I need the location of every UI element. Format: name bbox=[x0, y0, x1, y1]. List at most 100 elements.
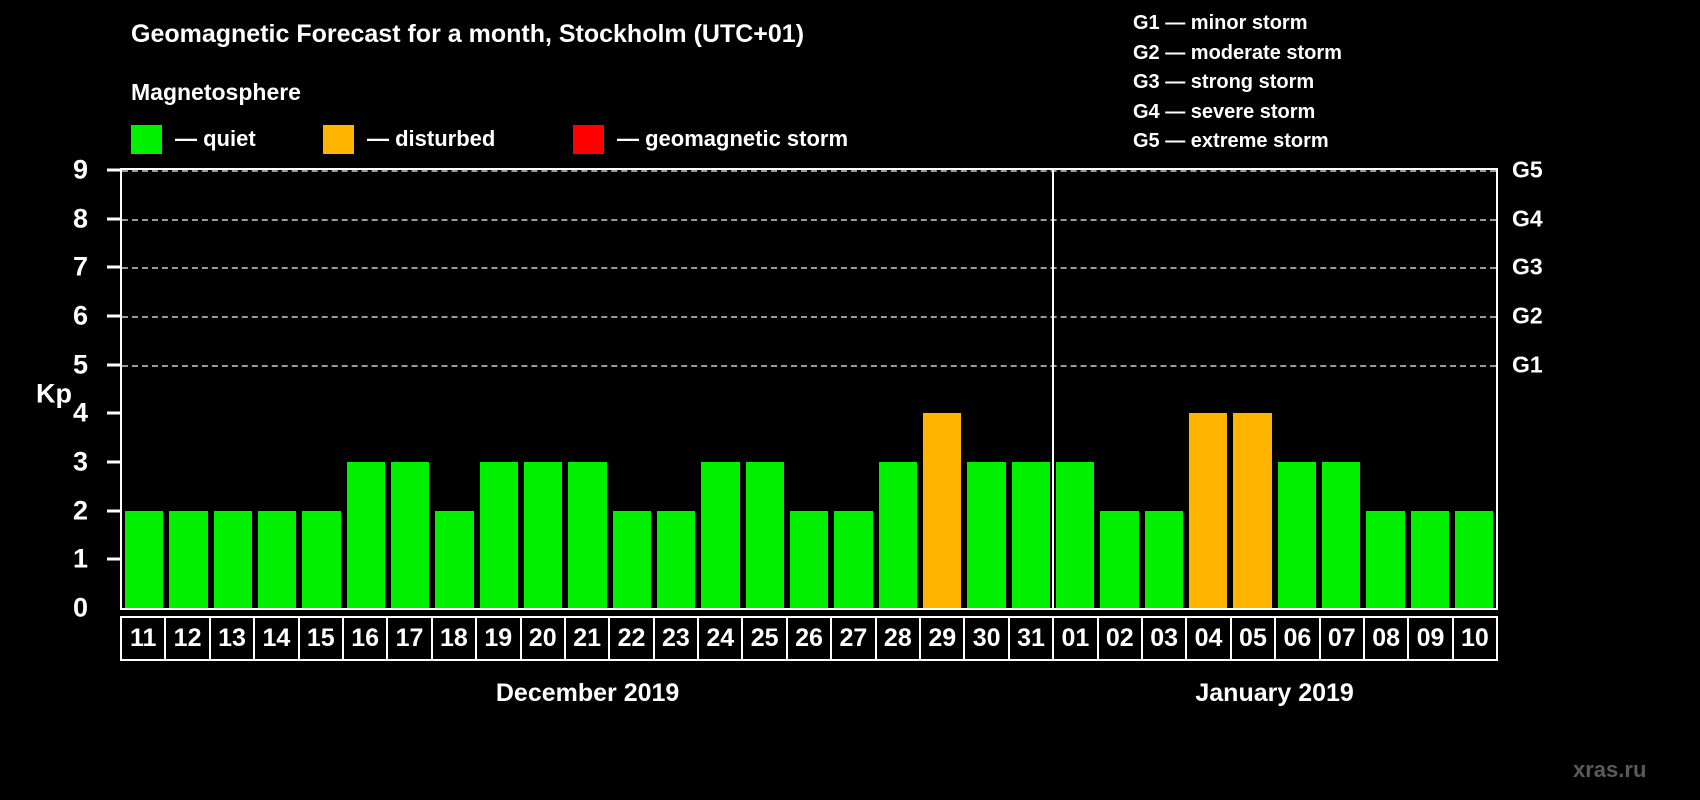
day-label-text: 29 bbox=[928, 624, 957, 652]
y-tick-label-6: 6 bbox=[72, 300, 88, 331]
gridline-kp-8 bbox=[122, 218, 1496, 221]
y-tick-mark-2 bbox=[107, 509, 120, 513]
legend-label: — geomagnetic storm bbox=[617, 126, 849, 151]
bar-cell bbox=[1142, 170, 1186, 608]
y-tick-mark-1 bbox=[107, 557, 120, 561]
day-label-text: 21 bbox=[573, 624, 601, 652]
g-tick-label-g5: G5 bbox=[1512, 156, 1543, 183]
bar-day-20 bbox=[523, 462, 563, 608]
bar-day-17 bbox=[390, 462, 430, 608]
day-label-text: 05 bbox=[1239, 624, 1267, 652]
bar-day-25 bbox=[745, 462, 784, 608]
legend-label: — disturbed bbox=[367, 126, 496, 151]
day-label-text: 12 bbox=[173, 624, 202, 652]
y-tick-label-2: 2 bbox=[72, 495, 88, 526]
bar-cell bbox=[787, 170, 831, 608]
y-tick-label-4: 4 bbox=[72, 397, 88, 428]
bar-day-14 bbox=[257, 510, 297, 608]
month-divider bbox=[1051, 170, 1054, 608]
day-label-cell-24: 24 bbox=[697, 616, 744, 661]
day-label-text: 06 bbox=[1283, 624, 1312, 652]
bar-cell bbox=[255, 170, 299, 608]
bar-day-18 bbox=[435, 510, 474, 608]
bar-cell bbox=[211, 170, 255, 608]
day-label-text: 08 bbox=[1372, 624, 1401, 652]
bar-cell bbox=[698, 170, 742, 608]
bar-cell bbox=[432, 170, 476, 608]
bar-day-15 bbox=[302, 510, 341, 608]
day-label-cell-10: 10 bbox=[1451, 616, 1499, 661]
bar-cell bbox=[964, 170, 1008, 608]
bar-day-09 bbox=[1410, 510, 1449, 608]
day-label-cell-22: 22 bbox=[608, 616, 655, 661]
bar-series bbox=[122, 170, 1496, 608]
bar-day-30 bbox=[967, 462, 1006, 608]
day-label-cell-25: 25 bbox=[741, 616, 788, 661]
bar-day-29 bbox=[922, 413, 962, 608]
day-label-text: 02 bbox=[1105, 624, 1134, 652]
plot-inner bbox=[122, 170, 1496, 608]
day-label-cell-06: 06 bbox=[1274, 616, 1321, 661]
day-label-cell-01: 01 bbox=[1052, 616, 1099, 661]
day-label-cell-09: 09 bbox=[1407, 616, 1454, 661]
day-label-text: 03 bbox=[1150, 624, 1179, 652]
gridline-kp-9 bbox=[122, 170, 1496, 172]
bar-cell bbox=[1097, 170, 1141, 608]
day-label-text: 14 bbox=[262, 624, 291, 652]
bar-cell bbox=[1009, 170, 1053, 608]
bar-day-27 bbox=[834, 510, 873, 608]
day-label-cell-17: 17 bbox=[386, 616, 433, 661]
day-label-text: 20 bbox=[528, 624, 557, 652]
g-scale-legend: G1 — minor storm G2 — moderate storm G3 — … bbox=[1133, 9, 1342, 157]
day-label-cell-29: 29 bbox=[919, 616, 966, 661]
bar-day-06 bbox=[1277, 462, 1316, 608]
bar-day-21 bbox=[568, 462, 607, 608]
y-tick-mark-9 bbox=[107, 168, 120, 172]
day-label-cell-07: 07 bbox=[1318, 616, 1365, 661]
bar-cell bbox=[521, 170, 565, 608]
day-label-cell-26: 26 bbox=[785, 616, 833, 661]
bar-day-05 bbox=[1233, 413, 1272, 608]
day-label-cell-08: 08 bbox=[1362, 616, 1410, 661]
y-tick-mark-4 bbox=[107, 411, 120, 415]
day-label-cell-16: 16 bbox=[341, 616, 389, 661]
bar-cell bbox=[831, 170, 875, 608]
day-label-text: 18 bbox=[440, 624, 468, 652]
watermark: xras.ru bbox=[1573, 757, 1647, 782]
day-label-cell-03: 03 bbox=[1140, 616, 1188, 661]
day-label-cell-20: 20 bbox=[519, 616, 566, 661]
gridline-kp-7 bbox=[122, 267, 1496, 270]
y-tick-label-0: 0 bbox=[72, 592, 88, 623]
g-scale-row-2: G2 — moderate storm bbox=[1133, 41, 1342, 64]
legend-label: — quiet bbox=[175, 126, 256, 151]
x-axis-day-labels: 11 12 13 14 15 16 17 18 19 20 21 22 23 24 25 26 27 28 29 30… bbox=[120, 616, 1499, 661]
bar-cell bbox=[388, 170, 432, 608]
bar-day-19 bbox=[479, 462, 518, 608]
bar-cell bbox=[1452, 170, 1496, 608]
y-tick-mark-5 bbox=[107, 363, 120, 367]
day-label-cell-12: 12 bbox=[164, 616, 211, 661]
bar-cell bbox=[1408, 170, 1452, 608]
day-label-cell-19: 19 bbox=[475, 616, 522, 661]
bar-day-22 bbox=[612, 510, 651, 608]
bar-day-11 bbox=[125, 510, 164, 608]
bar-cell bbox=[1053, 170, 1097, 608]
day-label-text: 09 bbox=[1416, 624, 1445, 652]
legend-swatch-icon bbox=[323, 124, 354, 154]
y-tick-mark-7 bbox=[107, 265, 120, 269]
g-scale-row-4: G4 — severe storm bbox=[1133, 100, 1316, 123]
y-tick-label-3: 3 bbox=[72, 446, 88, 477]
bar-cell bbox=[1230, 170, 1274, 608]
day-label-text: 16 bbox=[351, 624, 380, 652]
y-tick-label-9: 9 bbox=[72, 154, 88, 185]
day-label-text: 07 bbox=[1327, 624, 1356, 652]
day-label-text: 01 bbox=[1061, 624, 1090, 652]
bar-day-26 bbox=[789, 510, 829, 608]
bar-day-13 bbox=[213, 510, 252, 608]
y-tick-mark-6 bbox=[107, 314, 120, 318]
day-label-text: 15 bbox=[306, 624, 335, 652]
bar-day-01 bbox=[1055, 462, 1095, 608]
day-label-text: 13 bbox=[218, 624, 246, 652]
day-label-cell-23: 23 bbox=[652, 616, 700, 661]
y-tick-label-8: 8 bbox=[72, 203, 88, 234]
